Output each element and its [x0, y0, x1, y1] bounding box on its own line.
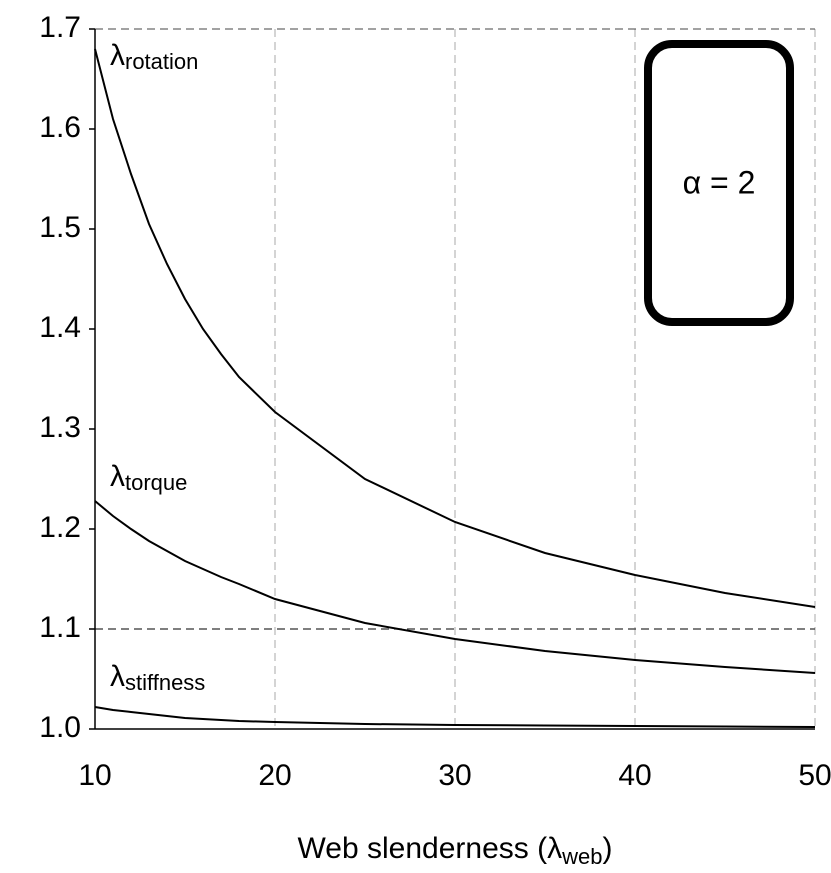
x-axis-label: Web slenderness (λweb): [298, 832, 613, 869]
series-line: [94, 500, 816, 674]
annotation-box: [644, 40, 794, 326]
x-tick-label: 30: [438, 759, 471, 792]
y-tick-label: 1.2: [39, 511, 81, 544]
series-label: λtorque: [110, 460, 187, 495]
x-label-close: ): [602, 832, 612, 865]
y-tick-label: 1.7: [39, 11, 81, 44]
x-label-subscript: web: [561, 844, 602, 869]
y-tick-label: 1.0: [39, 711, 81, 744]
x-label-text: Web slenderness (: [298, 832, 548, 865]
y-tick-label: 1.3: [39, 411, 81, 444]
y-tick-label: 1.5: [39, 211, 81, 244]
x-tick-label: 10: [78, 759, 111, 792]
series-label: λstiffness: [110, 660, 205, 695]
series-line: [94, 706, 816, 728]
series-symbol: λ: [110, 39, 125, 72]
series-label: λrotation: [110, 39, 198, 74]
y-tick-label: 1.6: [39, 111, 81, 144]
x-tick-label: 20: [258, 759, 291, 792]
series-subscript: rotation: [125, 49, 198, 74]
y-tick-label: 1.4: [39, 311, 81, 344]
series-line: [94, 48, 816, 608]
x-tick-label: 50: [798, 759, 831, 792]
y-tick-label: 1.1: [39, 611, 81, 644]
x-tick-label: 40: [618, 759, 651, 792]
x-label-symbol: λ: [547, 832, 562, 865]
series-symbol: λ: [110, 660, 125, 693]
series-subscript: torque: [125, 470, 187, 495]
annotation: α = 2: [683, 164, 756, 200]
series-symbol: λ: [110, 460, 125, 493]
series-subscript: stiffness: [125, 670, 205, 695]
